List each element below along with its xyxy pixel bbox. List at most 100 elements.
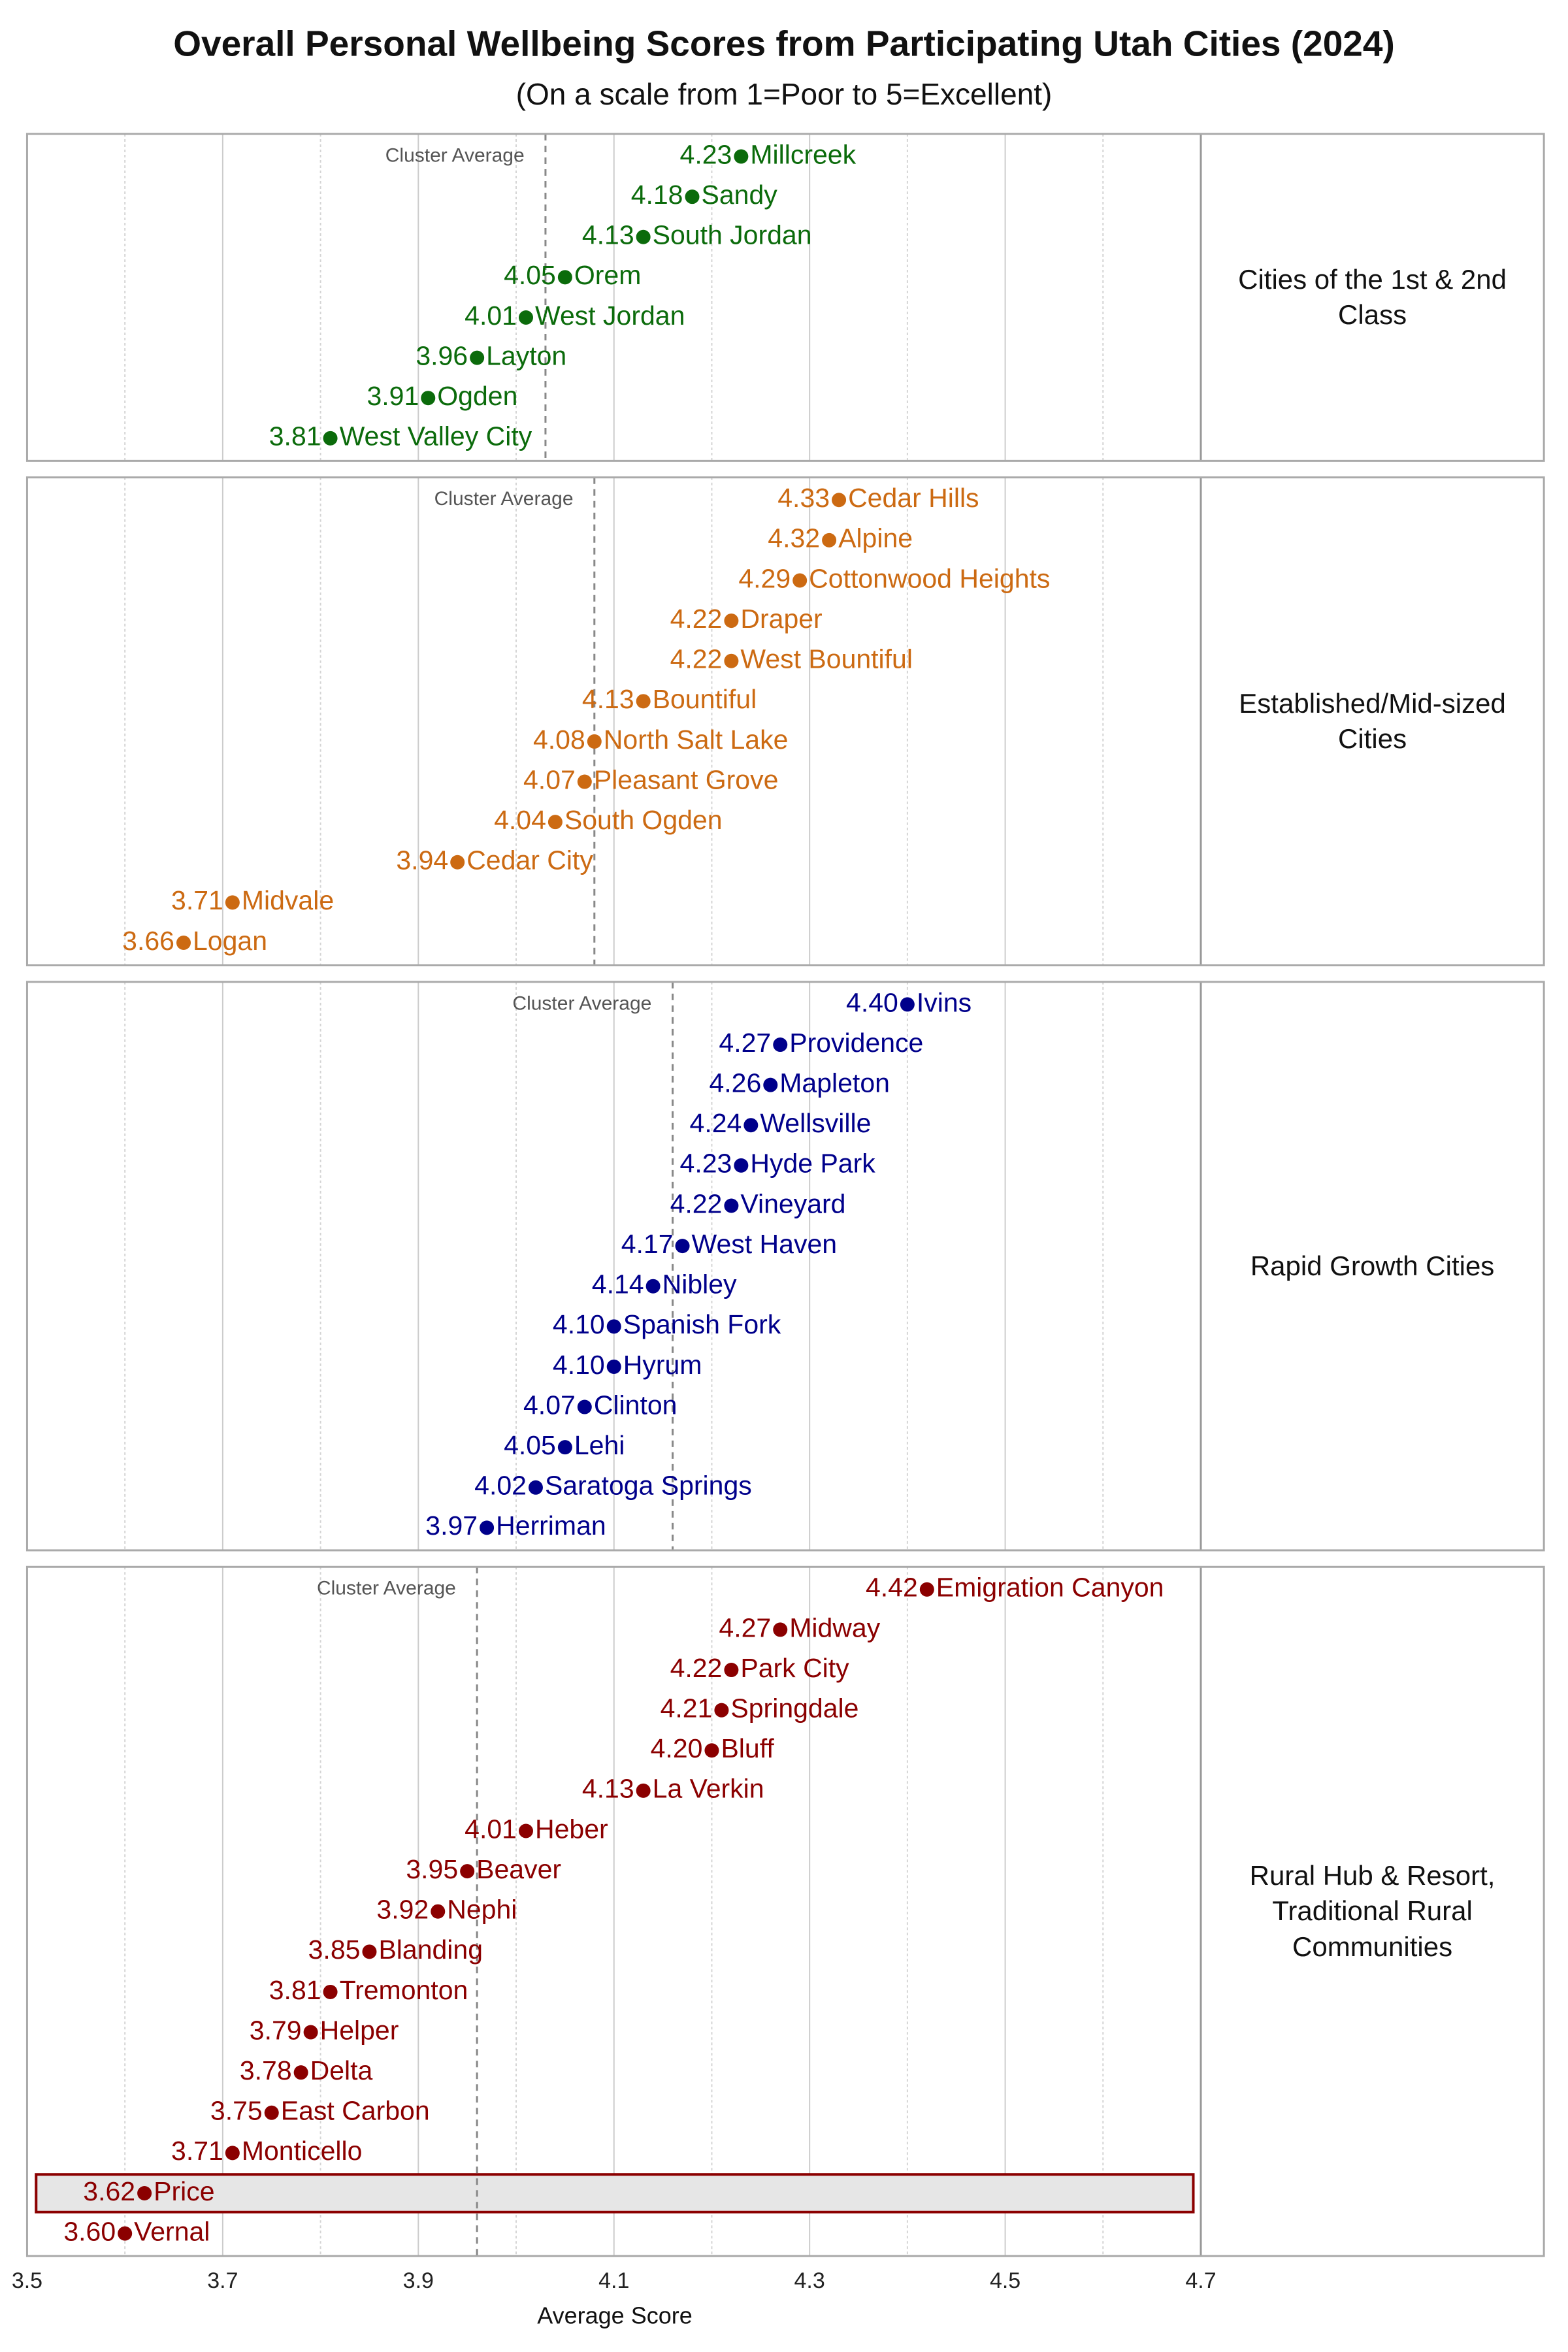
city-label: Bountiful [653, 684, 757, 714]
city-label: Cottonwood Heights [809, 563, 1050, 593]
value-label: 4.05 [504, 1430, 556, 1460]
city-label: Orem [574, 260, 642, 290]
dot [577, 1399, 592, 1414]
facet-strip: Rapid Growth Cities [1250, 1250, 1495, 1281]
city-label: Vernal [134, 2216, 210, 2246]
city-label: Cedar Hills [848, 483, 979, 513]
value-label: 3.91 [367, 381, 419, 411]
dot [675, 1239, 690, 1254]
city-label: Beaver [476, 1854, 561, 1884]
x-tick-label: 3.7 [207, 2268, 238, 2293]
facet-label: Established/Mid-sized Cities [1239, 687, 1506, 755]
city-label: Blanding [378, 1935, 483, 1965]
facet-strip: Established/Mid-sized Cities [1213, 478, 1531, 966]
value-label: 3.79 [250, 2015, 302, 2045]
dot [724, 613, 739, 629]
city-label: Hyrum [623, 1350, 702, 1380]
city-label: Cedar City [466, 845, 593, 875]
facet-wrap: Established/Mid-sized Cities [1213, 478, 1531, 966]
dot [919, 1582, 934, 1597]
x-tick-label: 4.5 [990, 2268, 1021, 2293]
dot [724, 1663, 739, 1678]
facet-wrap: Cities of the 1st & 2nd Class [1213, 134, 1531, 461]
value-label: 3.96 [416, 340, 468, 370]
value-label: 3.97 [425, 1511, 478, 1541]
dot [822, 532, 837, 547]
city-label: Nibley [662, 1269, 737, 1299]
dot [763, 1077, 778, 1092]
city-label: Vineyard [740, 1188, 845, 1218]
value-label: 3.78 [240, 2055, 292, 2085]
value-label: 4.14 [592, 1269, 644, 1299]
dot [528, 1480, 543, 1495]
chart-title: Overall Personal Wellbeing Scores from P… [173, 24, 1395, 64]
facet-label: Rapid Growth Cities [1250, 1250, 1495, 1281]
facet-wrap: Rural Hub & Resort, Traditional Rural Co… [1213, 1567, 1531, 2256]
value-label: 4.18 [631, 180, 683, 210]
value-label: 3.66 [122, 926, 174, 956]
city-label: Saratoga Springs [545, 1471, 752, 1501]
city-label: Springdale [730, 1693, 858, 1723]
value-label: 4.10 [553, 1350, 605, 1380]
city-label: Alpine [838, 523, 913, 553]
value-label: 3.92 [376, 1895, 429, 1925]
city-label: Tremonton [340, 1975, 468, 2005]
value-label: 4.21 [661, 1693, 713, 1723]
city-label: Park City [740, 1653, 849, 1683]
facet-strip: Rural Hub & Resort, Traditional Rural Co… [1213, 1567, 1531, 2256]
city-label: West Valley City [340, 421, 532, 451]
city-label: West Jordan [535, 301, 685, 331]
dot [636, 1783, 651, 1798]
value-label: 3.81 [269, 1975, 321, 2005]
value-label: 3.75 [210, 2096, 263, 2126]
chart-subtitle: (On a scale from 1=Poor to 5=Excellent) [516, 77, 1053, 111]
dot [734, 1158, 749, 1173]
city-label: North Salt Lake [604, 725, 789, 755]
city-label: Delta [310, 2055, 373, 2085]
dot [470, 350, 485, 365]
city-label: South Jordan [653, 220, 812, 250]
dot [606, 1359, 621, 1374]
dot [450, 855, 465, 870]
value-label: 4.23 [680, 1149, 732, 1179]
value-label: 4.02 [474, 1471, 527, 1501]
city-label: Midway [789, 1612, 880, 1642]
value-label: 4.07 [523, 764, 576, 794]
city-label: Lehi [574, 1430, 625, 1460]
dot [547, 815, 563, 830]
city-label: Herriman [496, 1511, 606, 1541]
city-label: Pleasant Grove [594, 764, 779, 794]
city-label: Price [154, 2176, 214, 2206]
dot [176, 935, 191, 950]
value-label: 3.95 [406, 1854, 458, 1884]
value-label: 4.07 [523, 1390, 576, 1420]
dot [685, 189, 700, 204]
dot [636, 694, 651, 709]
dot [704, 1743, 719, 1758]
dot [773, 1037, 788, 1053]
dot [460, 1864, 475, 1879]
highlight-box [35, 2173, 1195, 2213]
value-label: 4.22 [670, 1653, 723, 1683]
value-label: 4.22 [670, 644, 723, 674]
city-label: Draper [740, 604, 822, 634]
dot [577, 774, 592, 789]
dot [587, 734, 602, 749]
city-label: La Verkin [653, 1774, 764, 1804]
value-label: 3.81 [269, 421, 321, 451]
value-label: 4.27 [719, 1612, 771, 1642]
city-label: Monticello [242, 2136, 363, 2166]
value-label: 4.01 [465, 301, 517, 331]
dot [323, 1984, 338, 1999]
panel-frame [25, 476, 1545, 967]
value-label: 3.71 [171, 885, 223, 915]
dot [900, 997, 915, 1012]
city-label: Heber [535, 1814, 608, 1844]
x-tick-label: 3.9 [403, 2268, 434, 2293]
city-label: Helper [320, 2015, 399, 2045]
value-label: 4.42 [866, 1573, 918, 1603]
dot [421, 391, 436, 406]
value-label: 4.32 [768, 523, 820, 553]
dot [264, 2105, 279, 2120]
